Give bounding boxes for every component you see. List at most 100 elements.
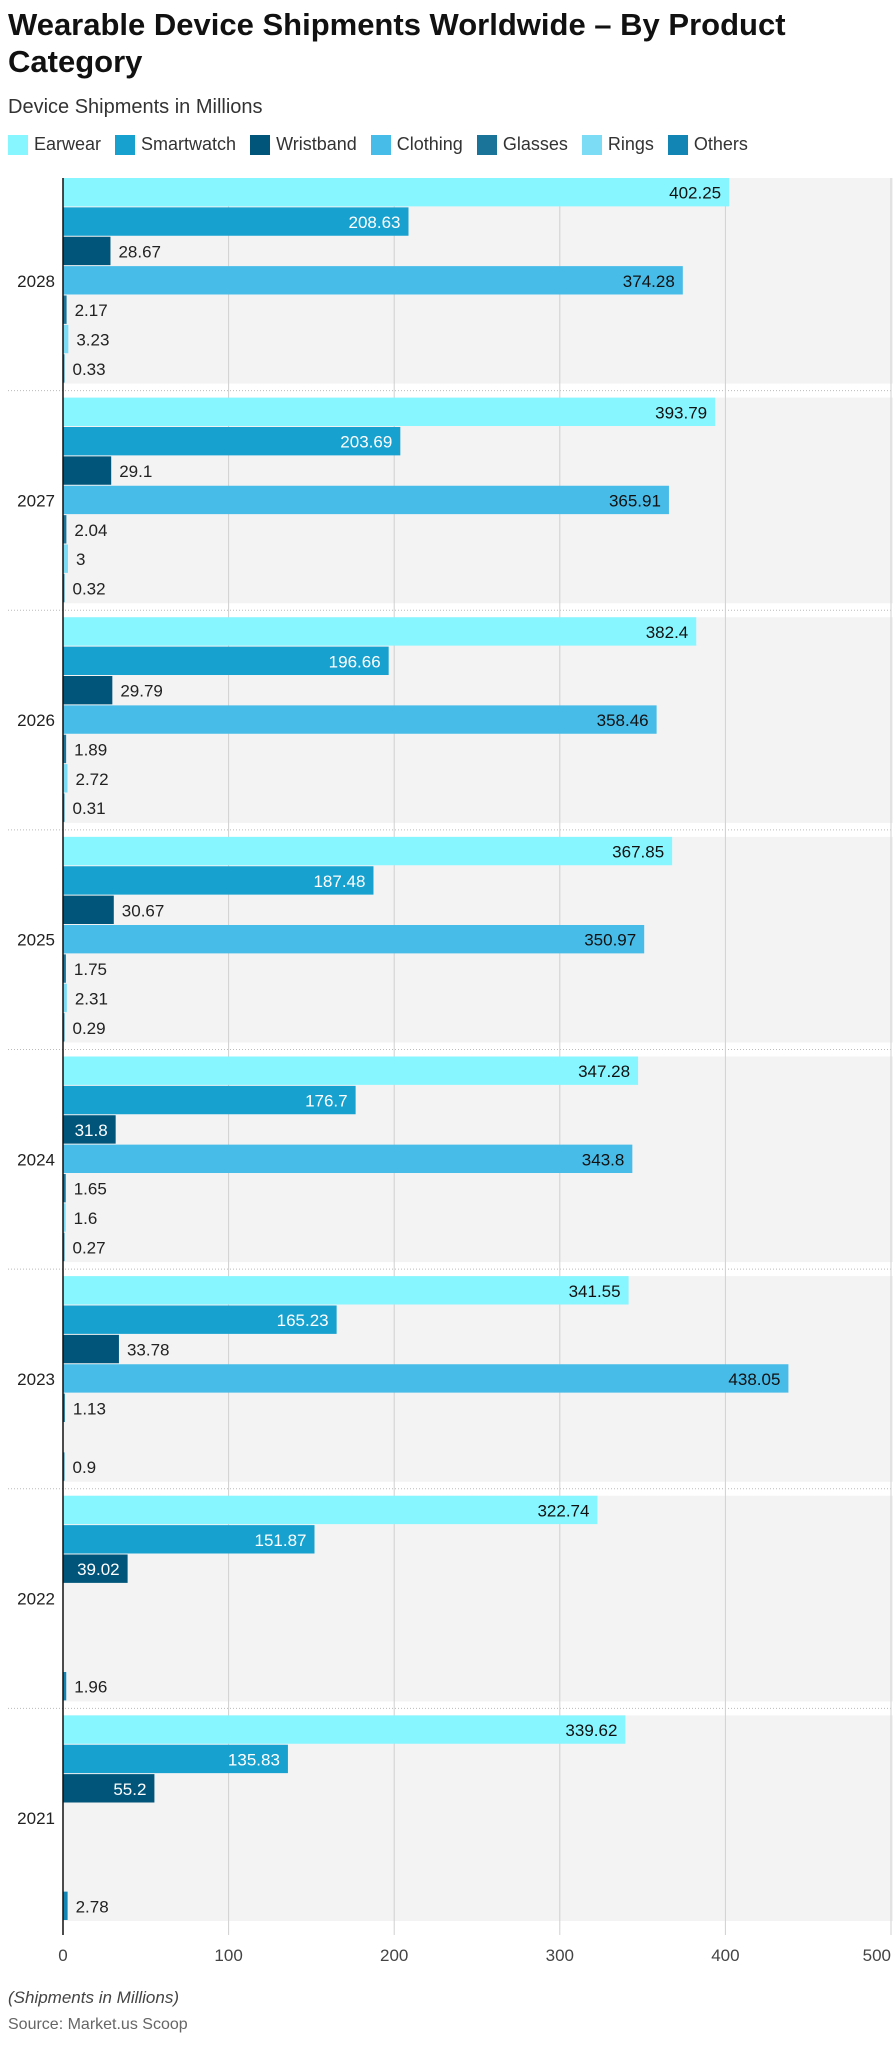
data-label: 187.48 <box>313 872 365 891</box>
legend-label: Wristband <box>276 134 357 154</box>
bar-earwear <box>63 1495 598 1525</box>
data-label: 208.63 <box>348 213 400 232</box>
legend-item[interactable]: Glasses <box>476 134 568 155</box>
data-label: 365.91 <box>609 491 661 510</box>
bar-clothing <box>63 485 669 515</box>
data-label: 33.78 <box>127 1341 170 1360</box>
data-label: 0.31 <box>73 799 106 818</box>
bar-clothing <box>63 1144 633 1173</box>
data-label: 1.89 <box>74 740 107 759</box>
bar-others <box>63 1672 67 1701</box>
bar-glasses <box>63 1174 66 1203</box>
bar-rings <box>63 983 67 1013</box>
data-label: 1.13 <box>73 1399 106 1418</box>
legend-item[interactable]: Wristband <box>250 134 357 155</box>
bar-wristband <box>63 236 111 266</box>
bar-rings <box>63 764 68 793</box>
data-label: 3.23 <box>76 331 109 350</box>
bar-wristband <box>63 1334 119 1364</box>
data-label: 382.4 <box>646 623 689 642</box>
legend-label: Others <box>693 134 748 154</box>
bar-earwear <box>63 836 673 866</box>
bar-others <box>63 1891 68 1920</box>
bar-wristband <box>63 676 113 705</box>
bar-rings <box>63 324 69 354</box>
data-label: 151.87 <box>254 1531 306 1550</box>
y-category-label: 2026 <box>17 711 55 730</box>
data-label: 367.85 <box>612 843 664 862</box>
data-label: 3 <box>76 550 85 569</box>
data-label: 39.02 <box>77 1560 120 1579</box>
legend-swatch <box>476 134 497 155</box>
source-note: Source: Market.us Scoop <box>8 2016 188 2033</box>
bar-wristband <box>63 456 112 485</box>
legend-label: Rings <box>607 134 654 154</box>
data-label: 358.46 <box>597 711 649 730</box>
legend-swatch <box>370 134 391 155</box>
bar-smartwatch <box>63 866 374 895</box>
data-label: 203.69 <box>340 433 392 452</box>
data-label: 393.79 <box>655 403 707 422</box>
bar-clothing <box>63 1364 789 1393</box>
x-tick-label: 100 <box>214 1946 242 1965</box>
data-label: 2.17 <box>75 301 108 320</box>
legend-swatch <box>581 134 602 155</box>
bar-earwear <box>63 1276 629 1305</box>
data-label: 176.7 <box>305 1092 348 1111</box>
legend-item[interactable]: Clothing <box>370 134 463 155</box>
bar-wristband <box>63 1774 155 1803</box>
y-category-label: 2028 <box>17 272 55 291</box>
legend-swatch <box>115 134 136 155</box>
bar-earwear <box>63 178 730 207</box>
bar-glasses <box>63 1393 65 1422</box>
data-label: 2.04 <box>74 521 107 540</box>
data-label: 0.9 <box>73 1458 97 1477</box>
data-label: 0.33 <box>73 360 106 379</box>
legend-item[interactable]: Others <box>667 134 748 155</box>
x-tick-label: 500 <box>863 1946 891 1965</box>
bar-clothing <box>63 705 657 734</box>
data-label: 0.29 <box>73 1019 106 1038</box>
bar-wristband <box>63 1554 128 1583</box>
y-category-label: 2025 <box>17 931 55 950</box>
data-label: 135.83 <box>228 1750 280 1769</box>
legend: Earwear Smartwatch Wristband Clothing Glasse… <box>8 134 748 155</box>
legend-item[interactable]: Earwear <box>8 134 101 155</box>
data-label: 30.67 <box>122 901 165 920</box>
x-tick-label: 200 <box>380 1946 408 1965</box>
data-label: 374.28 <box>623 272 675 291</box>
legend-item[interactable]: Smartwatch <box>115 134 236 155</box>
bar-clothing <box>63 925 645 954</box>
legend-swatch <box>250 134 271 155</box>
data-label: 31.8 <box>75 1121 108 1140</box>
data-label: 1.96 <box>74 1678 107 1697</box>
legend-label: Glasses <box>502 134 568 154</box>
y-category-label: 2027 <box>17 491 55 510</box>
data-label: 347.28 <box>578 1062 630 1081</box>
legend-item[interactable]: Rings <box>581 134 654 155</box>
data-label: 28.67 <box>118 242 161 261</box>
bar-smartwatch <box>63 1305 337 1334</box>
data-label: 196.66 <box>329 652 381 671</box>
legend-label: Earwear <box>34 134 102 154</box>
bar-smartwatch <box>63 1525 315 1554</box>
x-tick-label: 400 <box>711 1946 739 1965</box>
data-label: 29.79 <box>120 682 163 701</box>
data-label: 2.31 <box>75 989 108 1008</box>
data-label: 165.23 <box>277 1311 329 1330</box>
bar-earwear <box>63 1715 626 1744</box>
bar-wristband <box>63 1115 116 1144</box>
data-label: 1.75 <box>74 960 107 979</box>
bar-smartwatch <box>63 427 401 456</box>
bar-smartwatch <box>63 1085 356 1115</box>
y-category-label: 2022 <box>17 1590 55 1609</box>
data-label: 1.6 <box>74 1209 98 1228</box>
data-label: 29.1 <box>119 462 152 481</box>
bar-smartwatch <box>63 207 409 236</box>
bar-glasses <box>63 515 67 544</box>
data-label: 55.2 <box>113 1780 146 1799</box>
data-label: 2.72 <box>76 770 109 789</box>
data-label: 1.65 <box>74 1180 107 1199</box>
data-label: 438.05 <box>728 1370 780 1389</box>
bar-glasses <box>63 954 66 983</box>
